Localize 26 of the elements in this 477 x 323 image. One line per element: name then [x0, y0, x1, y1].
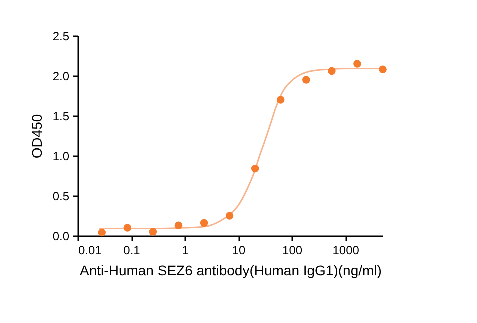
x-tick-label: 10 [232, 244, 246, 258]
point [174, 222, 183, 230]
x-tick-label: 0.01 [78, 244, 102, 258]
point [354, 60, 362, 68]
y-tick-label: 0.0 [52, 230, 70, 244]
x-axis-title: Anti-Human SEZ6 antibody(Human IgG1)(ng/ml) [80, 262, 382, 278]
x-tick-label: 1000 [332, 244, 360, 258]
point [98, 228, 106, 237]
point [149, 228, 158, 236]
point [226, 212, 234, 220]
y-tick-label: 1.0 [52, 150, 70, 164]
y-tick-label: 2.0 [52, 70, 70, 84]
x-tick-label: 0.1 [124, 244, 141, 258]
y-tick-label: 1.5 [52, 110, 70, 124]
y-tick-label: 2.5 [52, 30, 70, 44]
point [124, 224, 132, 232]
x-tick-label: 1 [182, 244, 190, 258]
point [276, 96, 285, 104]
point [379, 66, 387, 74]
point [328, 67, 336, 76]
point [302, 76, 310, 84]
point [200, 219, 208, 228]
x-tick-label: 100 [282, 244, 303, 258]
y-tick-label: 0.5 [52, 190, 70, 204]
point [251, 164, 260, 173]
y-axis-title: OD450 [28, 114, 45, 159]
